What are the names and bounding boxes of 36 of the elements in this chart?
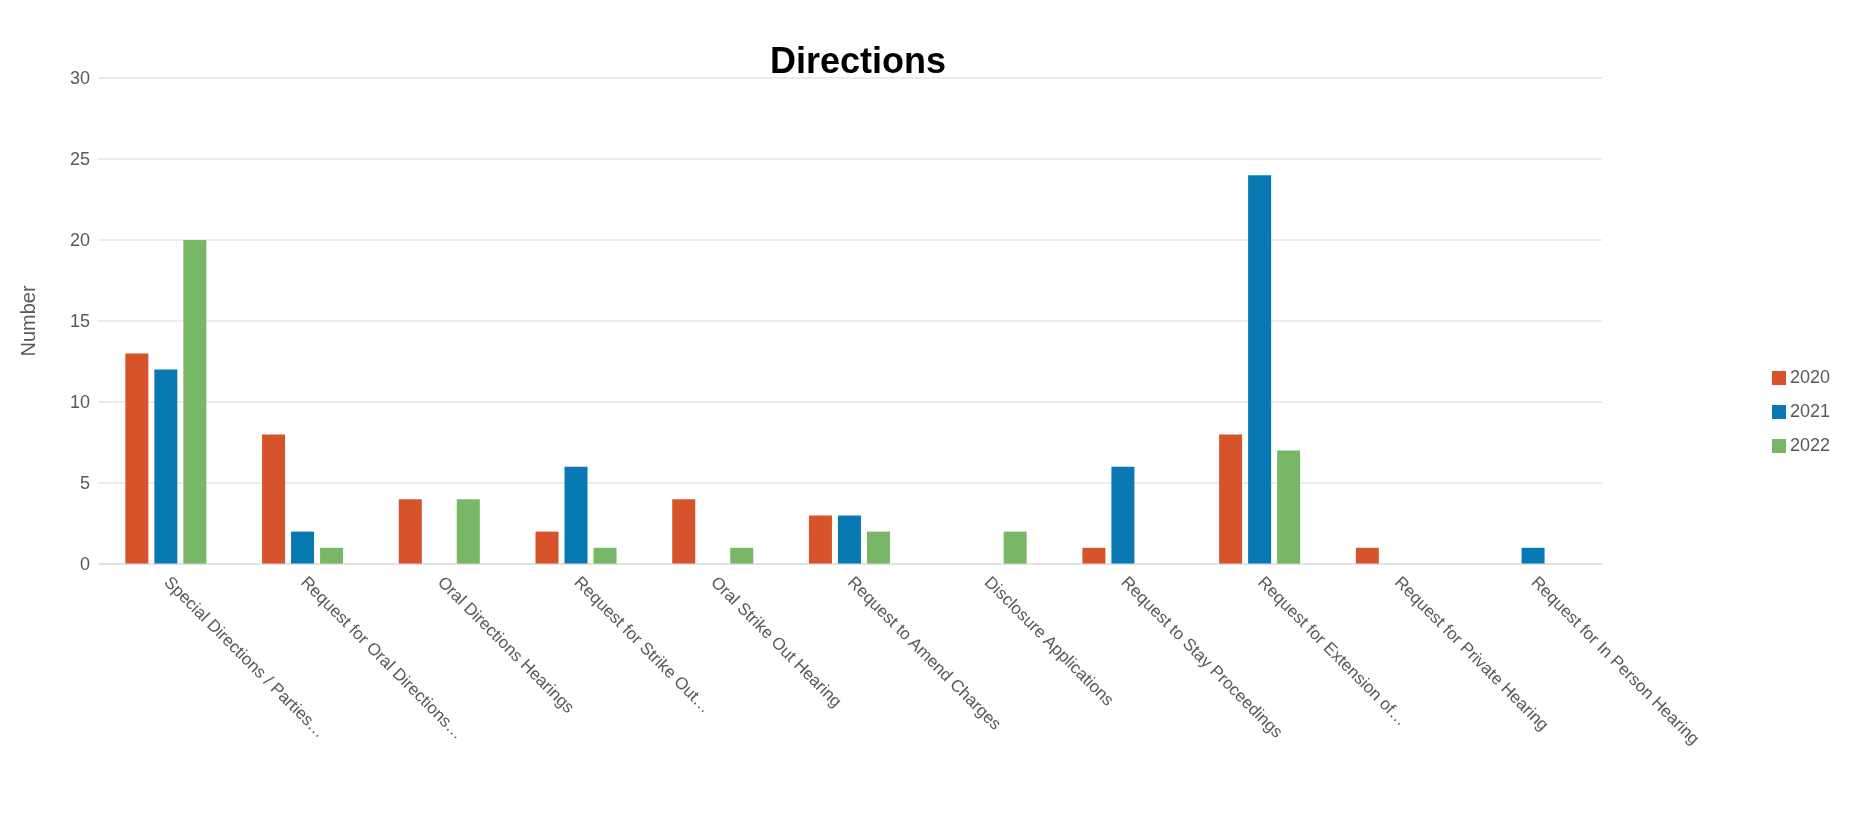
bar: [125, 353, 149, 564]
bar: [564, 466, 588, 564]
bar: [535, 531, 559, 564]
bar: [1521, 547, 1545, 564]
bar: [291, 531, 315, 564]
legend-label: 2022: [1789, 435, 1830, 455]
bar: [1082, 547, 1106, 564]
bar: [456, 499, 480, 564]
y-tick-label: 30: [69, 68, 90, 89]
legend-label: 2020: [1789, 367, 1830, 387]
bar: [808, 515, 832, 564]
bar: [1219, 434, 1243, 564]
y-tick-label: 15: [69, 311, 90, 332]
y-axis-title: Number: [17, 285, 40, 357]
chart-title: Directions: [769, 40, 947, 81]
y-tick-label: 0: [79, 554, 90, 575]
bar: [398, 499, 422, 564]
bar: [320, 547, 344, 564]
legend-label: 2021: [1789, 401, 1830, 421]
bar: [837, 515, 861, 564]
bar: [1248, 175, 1272, 564]
bar: [866, 531, 890, 564]
bar: [262, 434, 286, 564]
y-tick-label: 5: [79, 473, 90, 494]
y-tick-label: 20: [69, 230, 90, 251]
y-tick-label: 25: [69, 149, 90, 170]
bar: [1003, 531, 1027, 564]
bar: [154, 369, 178, 564]
bar: [672, 499, 696, 564]
bar: [1277, 450, 1301, 564]
bar: [183, 240, 207, 564]
bar: [1355, 547, 1379, 564]
bar: [593, 547, 617, 564]
y-tick-label: 10: [69, 392, 90, 413]
bar: [1111, 466, 1135, 564]
bar: [730, 547, 754, 564]
